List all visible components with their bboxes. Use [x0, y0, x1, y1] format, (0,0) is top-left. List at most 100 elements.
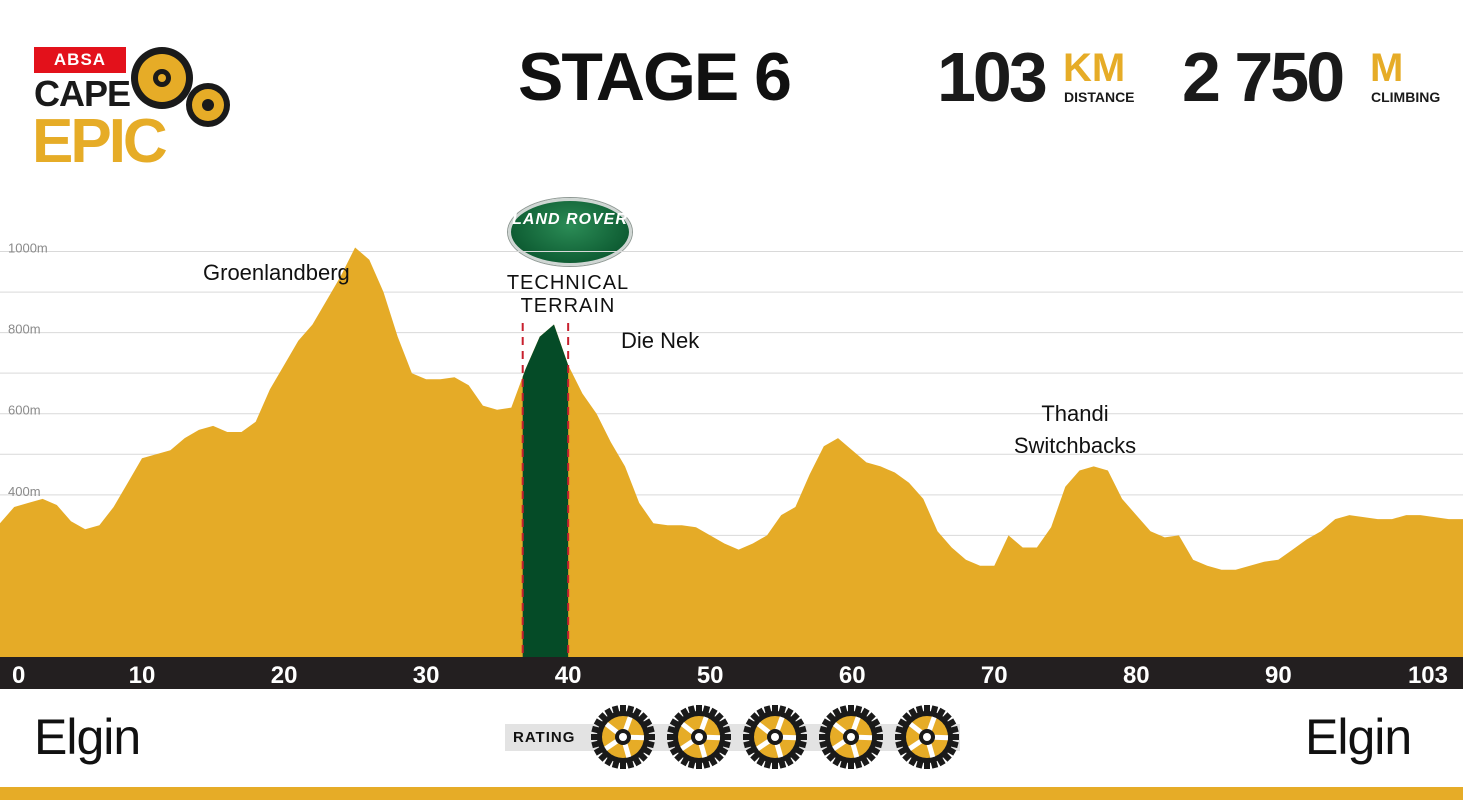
- rating-gear-icon: [743, 705, 807, 769]
- x-tick-label: 0: [12, 662, 25, 689]
- gear-spoke: [774, 743, 784, 758]
- gear-tooth: [924, 705, 930, 713]
- profile-layer: [0, 247, 1463, 657]
- gear-spoke: [604, 738, 619, 751]
- technical-terrain-label: TECHNICAL TERRAIN: [493, 272, 643, 318]
- gear-spoke: [629, 734, 645, 741]
- cape-logo-text: CAPE: [34, 73, 131, 114]
- gear-hub-center: [619, 733, 627, 741]
- technical-section-layer: [521, 323, 570, 657]
- rating-label: RATING: [513, 729, 576, 746]
- gear-spoke: [926, 743, 936, 758]
- gear-hub-center: [771, 733, 779, 741]
- y-tick-label: 1000m: [8, 241, 48, 256]
- gear-spoke: [927, 716, 937, 732]
- gear-tooth: [772, 761, 778, 769]
- gear-tooth: [895, 734, 903, 740]
- climbing-label: CLIMBING: [1371, 89, 1441, 105]
- gears-logo-icon: [131, 47, 230, 127]
- gear-tooth: [772, 705, 778, 713]
- gear-spoke: [908, 738, 923, 751]
- gear-spoke: [775, 716, 785, 732]
- gear-spoke: [604, 722, 620, 735]
- rating-gear-icon: [819, 705, 883, 769]
- gear-tooth: [620, 705, 626, 713]
- gear-tooth: [743, 734, 751, 740]
- x-tick-label: 30: [413, 662, 440, 689]
- climbing-value: 2 750: [1182, 38, 1345, 116]
- gear-hub-center: [847, 733, 855, 741]
- gear-tooth: [723, 734, 731, 740]
- gear-spoke: [705, 734, 721, 741]
- distance-ticks: 0 10 20 30 40 50 60 70 80 90 103: [12, 662, 1448, 689]
- gear-tooth: [951, 734, 959, 740]
- y-tick-label: 400m: [8, 484, 41, 499]
- gear-spoke: [756, 722, 772, 735]
- rating-bar: [505, 724, 960, 751]
- y-tick-label: 600m: [8, 403, 41, 418]
- rating-gear-icon: [591, 705, 655, 769]
- gear-spoke: [622, 743, 632, 758]
- x-tick-label: 60: [839, 662, 866, 689]
- annotation-die-nek: Die Nek: [621, 328, 700, 353]
- gear-tooth: [848, 705, 854, 713]
- stage-title: STAGE 6: [518, 39, 792, 115]
- climbing-unit: M: [1370, 46, 1404, 90]
- x-tick-label: 80: [1123, 662, 1150, 689]
- gear-spoke: [699, 716, 709, 732]
- gear-spoke: [908, 722, 924, 735]
- finish-town: Elgin: [1305, 709, 1412, 765]
- gear-tooth: [875, 734, 883, 740]
- technical-terrain-area: [522, 324, 569, 657]
- gear-tooth: [819, 734, 827, 740]
- rating-gear-icon: [895, 705, 959, 769]
- gear-spoke: [832, 738, 847, 751]
- gear-tooth: [591, 734, 599, 740]
- x-tick-label: 103: [1408, 662, 1448, 689]
- rating-gears: [591, 705, 959, 769]
- x-tick-label: 90: [1265, 662, 1292, 689]
- gear-tooth: [848, 761, 854, 769]
- rating-gear-icon: [667, 705, 731, 769]
- annotation-thandi-switchbacks: Thandi Switchbacks: [1000, 398, 1150, 462]
- x-tick-label: 50: [697, 662, 724, 689]
- distance-unit: KM: [1063, 46, 1126, 90]
- start-town: Elgin: [34, 709, 141, 765]
- absa-logo: ABSA: [34, 47, 126, 73]
- technical-terrain-line1: TECHNICAL: [506, 272, 630, 294]
- gear-spoke: [698, 743, 708, 758]
- gear-tooth: [799, 734, 807, 740]
- gear-spoke: [933, 734, 949, 741]
- gear-tooth: [647, 734, 655, 740]
- elevation-ticks: 400m 600m 800m 1000m: [8, 241, 48, 499]
- epic-logo-text: EPIC: [32, 107, 168, 176]
- x-tick-label: 70: [981, 662, 1008, 689]
- annotation-thandi-line1: Thandi: [1041, 401, 1109, 426]
- x-tick-label: 10: [129, 662, 156, 689]
- land-rover-text: LAND ROVER: [512, 211, 628, 228]
- gear-spoke: [857, 734, 873, 741]
- technical-terrain-line2: TERRAIN: [520, 295, 616, 317]
- distance-label: DISTANCE: [1064, 89, 1135, 105]
- distance-axis-bar: [0, 657, 1463, 689]
- annotation-groenlandberg: Groenlandberg: [203, 260, 350, 285]
- gear-tooth: [667, 734, 675, 740]
- gear-hub-center: [695, 733, 703, 741]
- gear-spoke: [850, 743, 860, 758]
- land-rover-badge: LAND ROVER: [508, 198, 632, 266]
- bottom-stripe: [0, 787, 1463, 800]
- gear-spoke: [623, 716, 633, 732]
- gear-tooth: [620, 761, 626, 769]
- x-tick-label: 20: [271, 662, 298, 689]
- gear-spoke: [851, 716, 861, 732]
- gear-tooth: [696, 761, 702, 769]
- distance-value: 103: [937, 38, 1048, 116]
- gear-hub-center: [923, 733, 931, 741]
- gear-spoke: [832, 722, 848, 735]
- gear-spoke: [756, 738, 771, 751]
- x-tick-label: 40: [555, 662, 582, 689]
- gear-spoke: [680, 738, 695, 751]
- y-tick-label: 800m: [8, 322, 41, 337]
- elevation-area: [0, 247, 1463, 657]
